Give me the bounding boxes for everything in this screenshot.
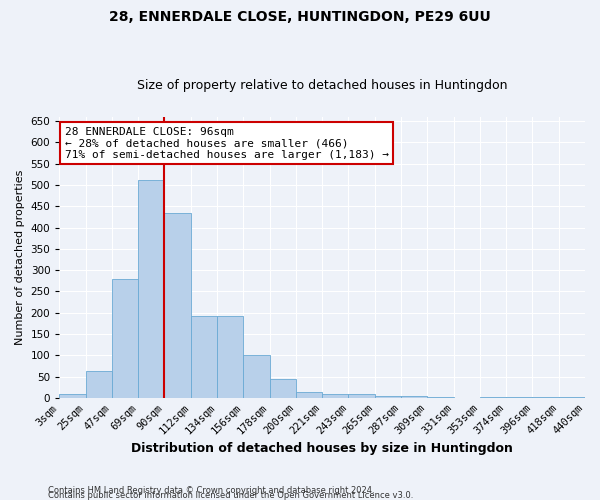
X-axis label: Distribution of detached houses by size in Huntingdon: Distribution of detached houses by size … [131,442,513,455]
Bar [532,397,559,398]
Bar [401,396,427,398]
Title: Size of property relative to detached houses in Huntingdon: Size of property relative to detached ho… [137,79,508,92]
Y-axis label: Number of detached properties: Number of detached properties [15,170,25,345]
Text: Contains HM Land Registry data © Crown copyright and database right 2024.: Contains HM Land Registry data © Crown c… [48,486,374,495]
Bar [112,278,138,398]
Bar [559,397,585,398]
Bar [164,212,191,398]
Text: 28, ENNERDALE CLOSE, HUNTINGDON, PE29 6UU: 28, ENNERDALE CLOSE, HUNTINGDON, PE29 6U… [109,10,491,24]
Bar [244,355,269,398]
Bar [138,180,164,398]
Bar [191,316,217,398]
Bar [375,396,401,398]
Bar [506,397,532,398]
Bar [480,396,506,398]
Bar [59,394,86,398]
Bar [349,394,375,398]
Bar [86,371,112,398]
Text: Contains public sector information licensed under the Open Government Licence v3: Contains public sector information licen… [48,491,413,500]
Bar [217,316,244,398]
Text: 28 ENNERDALE CLOSE: 96sqm
← 28% of detached houses are smaller (466)
71% of semi: 28 ENNERDALE CLOSE: 96sqm ← 28% of detac… [65,126,389,160]
Bar [322,394,349,398]
Bar [296,392,322,398]
Bar [427,397,454,398]
Bar [269,379,296,398]
